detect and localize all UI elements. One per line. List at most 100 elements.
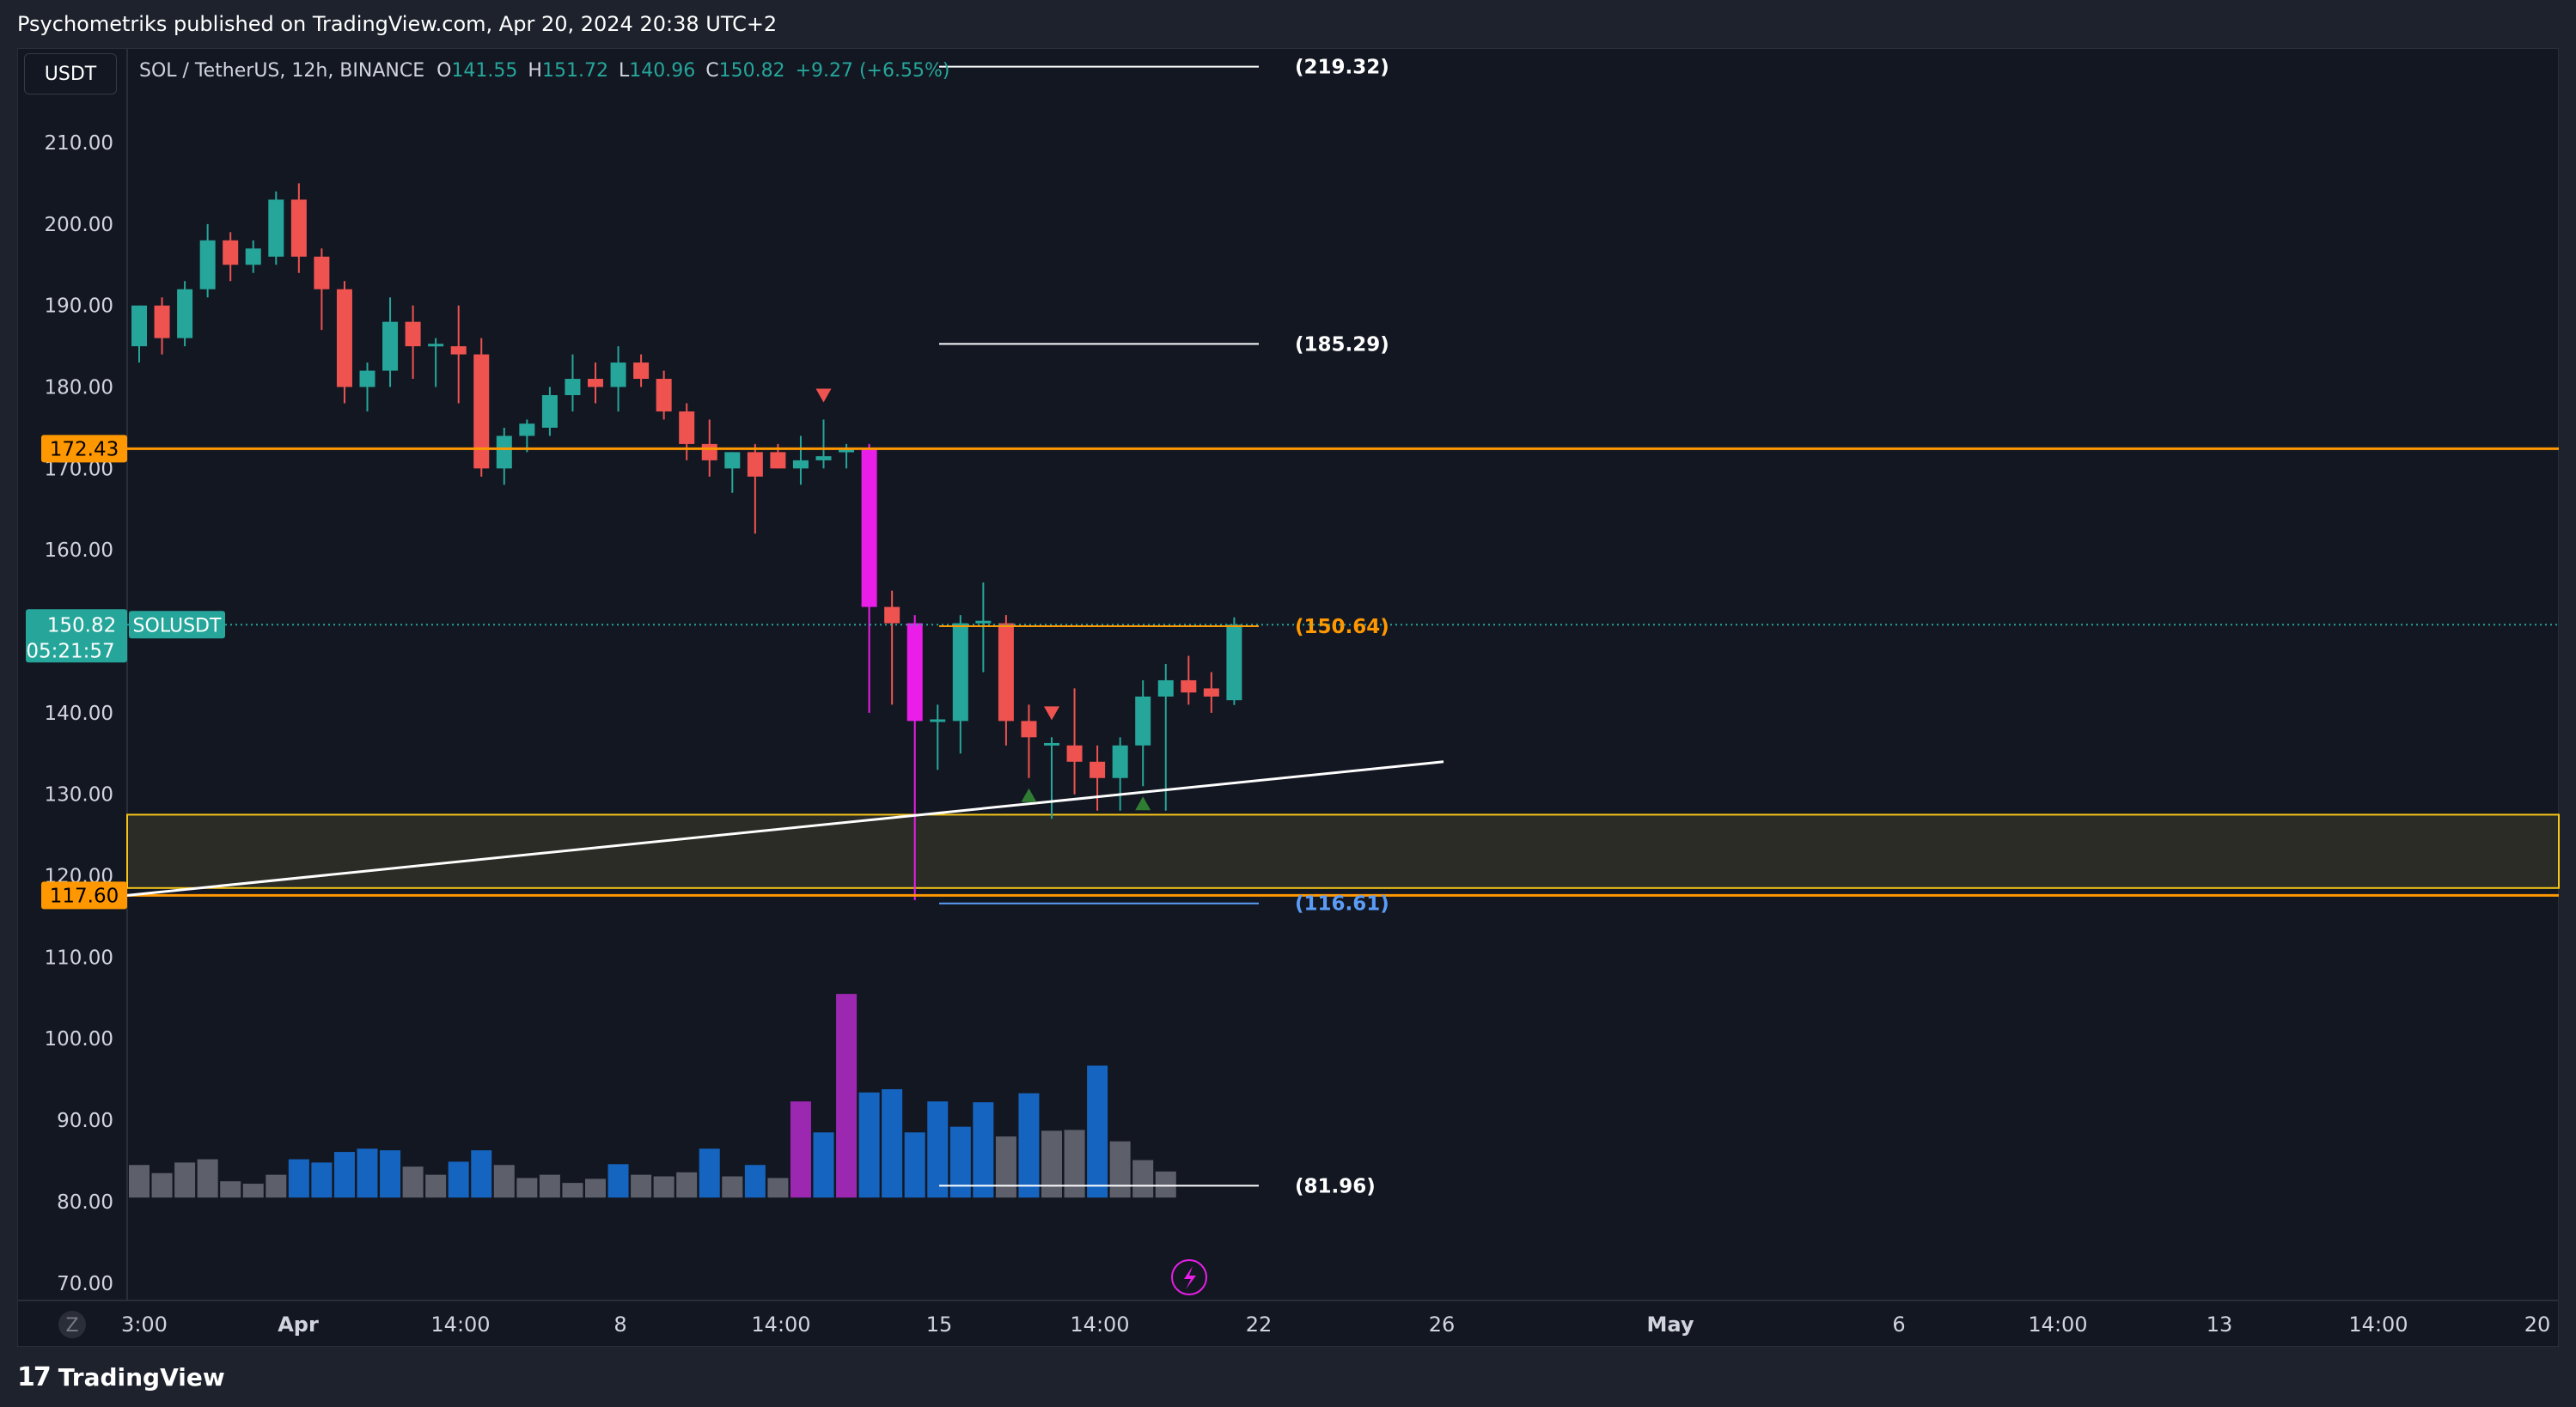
x-tick-label: 20 <box>2524 1313 2551 1337</box>
volume-bar <box>882 1089 903 1198</box>
candle-body <box>815 456 832 460</box>
volume-bar <box>448 1161 469 1198</box>
y-tick-label: 190.00 <box>45 295 113 318</box>
volume-bar <box>288 1159 309 1198</box>
upper-level-tag: 172.43 <box>50 438 119 460</box>
volume-bar <box>722 1176 743 1198</box>
volume-bar <box>380 1150 401 1198</box>
candle-body <box>541 395 558 428</box>
volume-bar <box>174 1162 196 1198</box>
candle-body <box>588 379 603 387</box>
candle-body <box>1181 679 1197 693</box>
candle-body <box>656 379 672 411</box>
axes: 210.00200.00190.00180.00170.00160.00150.… <box>26 132 2550 1338</box>
currency-button[interactable]: USDT <box>24 53 117 94</box>
y-tick-label: 90.00 <box>57 1110 113 1132</box>
trendline <box>126 760 1444 897</box>
volume-bar <box>631 1174 652 1198</box>
tradingview-logo-icon[interactable]: 17 <box>17 1361 52 1392</box>
candle-body <box>1203 688 1219 697</box>
footer: 17 TradingView <box>0 1347 2576 1407</box>
candle-body <box>1135 696 1151 746</box>
candle-body <box>223 240 239 265</box>
volume-bar <box>973 1102 994 1198</box>
volume-bar <box>129 1165 150 1198</box>
candle-body <box>199 240 216 289</box>
candle-body <box>1157 679 1174 697</box>
candle-body <box>336 289 352 387</box>
candle-body <box>131 305 147 347</box>
published-header: Psychometriks published on TradingView.c… <box>0 0 2576 48</box>
y-tick-label: 100.00 <box>45 1028 113 1051</box>
x-tick-label: 22 <box>1246 1313 1273 1337</box>
volume-bar <box>266 1174 287 1198</box>
brand-name[interactable]: TradingView <box>58 1362 225 1392</box>
volume-bars <box>129 994 1176 1198</box>
candles <box>131 183 1242 901</box>
c-label: C <box>705 60 719 82</box>
candle-body <box>496 436 512 469</box>
target-label: (219.32) <box>1295 57 1389 79</box>
x-tick-label: 15 <box>926 1313 953 1337</box>
volume-bar <box>402 1166 424 1198</box>
volume-bar <box>1064 1130 1085 1198</box>
volume-bar <box>562 1183 583 1198</box>
volume-bar <box>995 1136 1016 1198</box>
support-zone <box>126 813 2560 889</box>
volume-bar <box>197 1159 218 1198</box>
candle-body <box>565 379 581 396</box>
x-tick-label: Apr <box>278 1313 319 1337</box>
candle-body <box>314 256 330 289</box>
candle-body <box>1066 745 1083 762</box>
y-tick-label: 210.00 <box>45 132 113 155</box>
candle-body <box>177 289 193 338</box>
target-label: (81.96) <box>1295 1175 1376 1197</box>
y-tick-label: 180.00 <box>45 377 113 399</box>
price-chart[interactable]: (219.32)(185.29)(150.64)(116.61)(81.96) … <box>0 0 2576 1347</box>
drawings: (219.32) (185.29) (150.64) (116.61) (81.96) <box>126 57 2559 1197</box>
chart-frame[interactable] <box>17 48 2559 1347</box>
y-tick-label: 80.00 <box>57 1191 113 1214</box>
volume-bar <box>516 1178 538 1198</box>
l-label: L <box>618 60 630 82</box>
volume-bar <box>676 1172 698 1198</box>
candle-body <box>382 321 399 371</box>
upper-level-tag-bg <box>41 435 127 463</box>
symbol-tag-bg <box>129 611 225 639</box>
current-price-tag: 150.82 <box>47 614 116 636</box>
candle-body <box>998 623 1014 722</box>
change-value: +9.27 (+6.55%) <box>795 60 950 82</box>
currency-label: USDT <box>44 63 97 85</box>
x-tick-label: 26 <box>1429 1313 1456 1337</box>
volume-bar <box>1087 1065 1108 1198</box>
volume-bar <box>904 1132 925 1198</box>
candle-body <box>747 452 763 477</box>
c-value: 150.82 <box>718 60 785 82</box>
volume-bar <box>357 1148 378 1198</box>
x-tick-label: 14:00 <box>1070 1313 1129 1337</box>
x-tick-label: 14:00 <box>751 1313 810 1337</box>
x-tick-label: 14:00 <box>2348 1313 2408 1337</box>
buy-signal-icon <box>1135 796 1151 811</box>
candle-body <box>450 346 467 355</box>
volume-bar <box>1155 1171 1176 1198</box>
x-tick-label: 3:00 <box>121 1313 168 1337</box>
y-tick-label: 140.00 <box>45 703 113 725</box>
ohlc-legend: SOL / TetherUS, 12h, BINANCE O141.55 H15… <box>139 60 949 82</box>
legend-symbol[interactable]: SOL / TetherUS, 12h, BINANCE <box>139 60 425 82</box>
candle-body <box>701 443 717 460</box>
target-label: (185.29) <box>1295 333 1389 356</box>
volume-bar <box>493 1165 515 1198</box>
candle-body <box>861 448 877 607</box>
sell-signal-icon <box>815 388 832 403</box>
volume-bar <box>836 994 858 1198</box>
target-label: (116.61) <box>1295 893 1389 916</box>
volume-bar <box>813 1132 834 1198</box>
candle-body <box>792 460 809 469</box>
y-tick-label: 130.00 <box>45 784 113 807</box>
current-price-tag-bg <box>26 609 127 663</box>
volume-bar <box>949 1126 971 1198</box>
volume-bar <box>927 1101 949 1198</box>
volume-bar <box>1109 1141 1131 1198</box>
x-tick-label: 13 <box>2207 1313 2233 1337</box>
